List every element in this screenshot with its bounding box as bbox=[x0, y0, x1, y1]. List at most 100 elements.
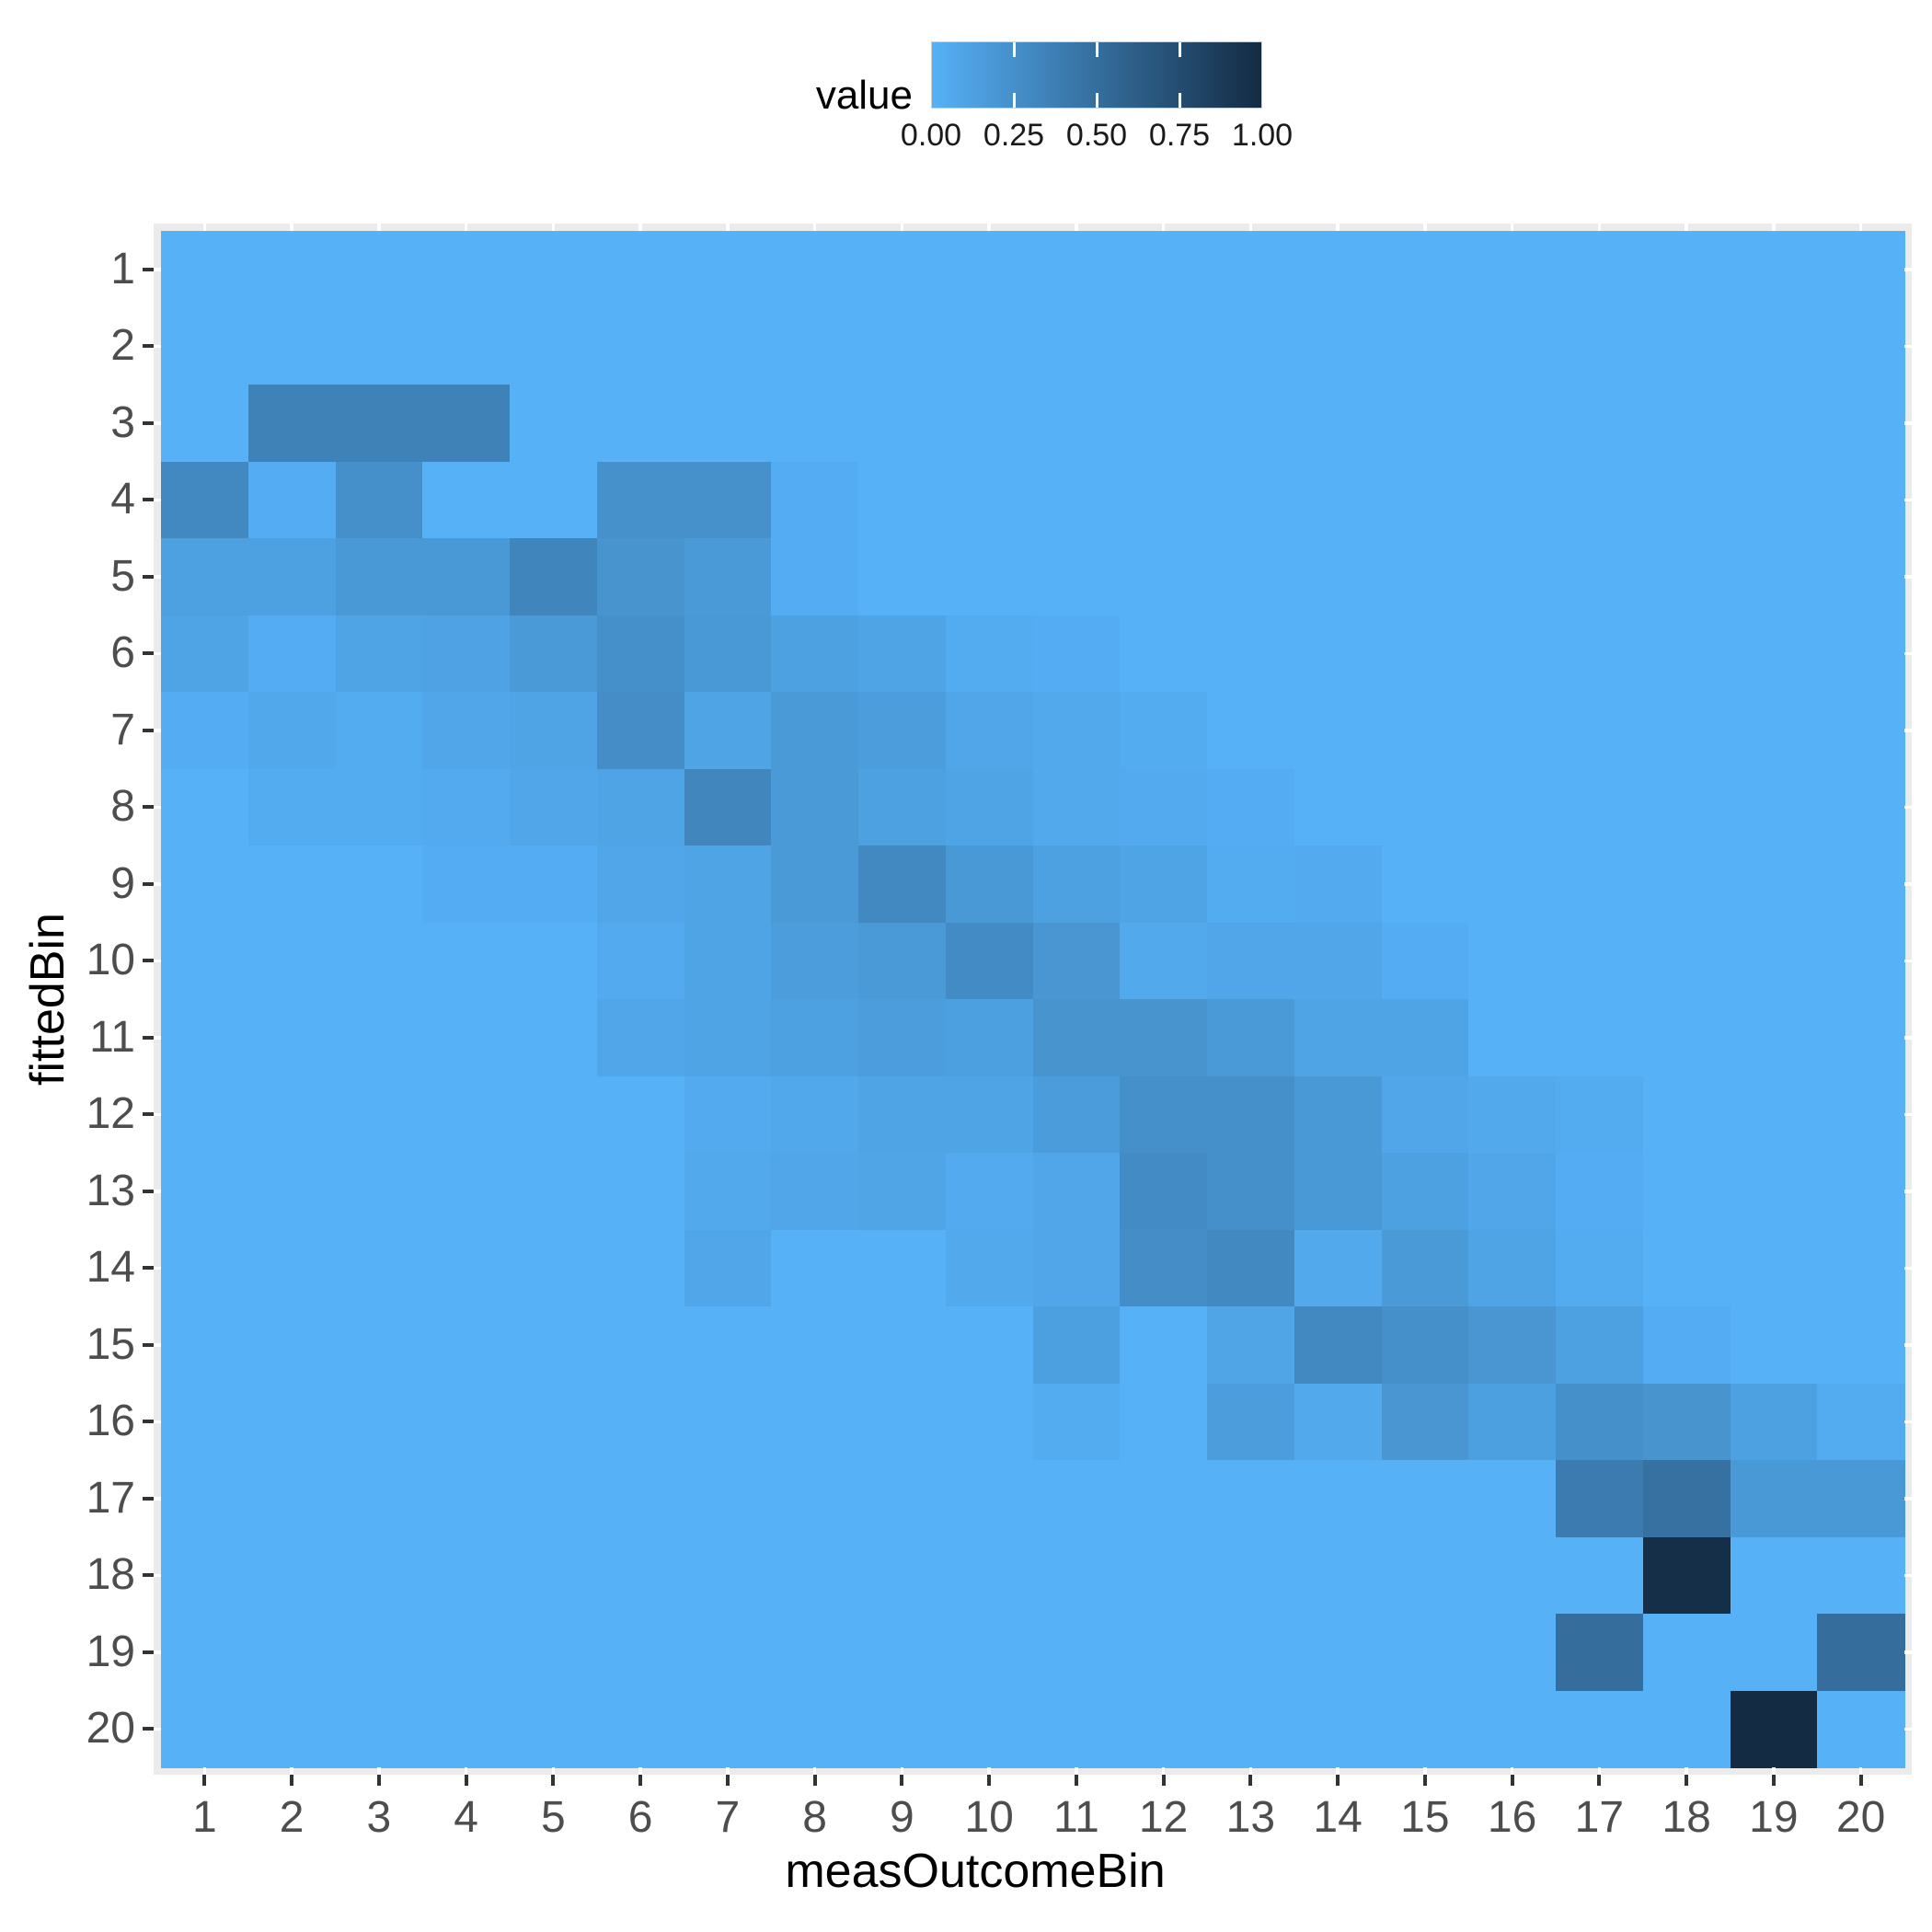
gridline-dash bbox=[1904, 1343, 1912, 1347]
y-tick-label: 4 bbox=[110, 475, 135, 524]
gridline-dash bbox=[290, 224, 293, 231]
gridline-dash bbox=[1904, 1650, 1912, 1654]
gridline-dash bbox=[1510, 224, 1514, 231]
heatmap-cell bbox=[422, 615, 511, 693]
heatmap-cell bbox=[422, 1614, 511, 1692]
heatmap-cell bbox=[335, 922, 423, 1000]
heatmap-cell bbox=[422, 1229, 511, 1307]
heatmap-cell bbox=[1207, 461, 1295, 539]
heatmap-cell bbox=[596, 1383, 685, 1461]
heatmap-cell bbox=[1468, 1075, 1557, 1154]
heatmap-cell bbox=[1032, 1690, 1121, 1768]
y-tick-label: 13 bbox=[86, 1166, 135, 1215]
heatmap-cell bbox=[858, 1306, 947, 1385]
heatmap-cell bbox=[1817, 922, 1905, 1000]
heatmap-cell bbox=[1207, 922, 1295, 1000]
heatmap-cell bbox=[1642, 1460, 1731, 1538]
heatmap-cell bbox=[1642, 231, 1731, 309]
heatmap-cell bbox=[510, 461, 598, 539]
y-tick-label: 9 bbox=[110, 858, 135, 908]
heatmap-cell bbox=[771, 1460, 859, 1538]
heatmap-cell bbox=[1817, 385, 1905, 463]
heatmap-cell bbox=[945, 1306, 1034, 1385]
heatmap-cell bbox=[422, 1075, 511, 1154]
heatmap-cell bbox=[247, 999, 337, 1077]
axis-tick-mark bbox=[1248, 1775, 1253, 1786]
heatmap-cell bbox=[1032, 999, 1121, 1077]
axis-tick-mark bbox=[1422, 1775, 1427, 1786]
heatmap-cell bbox=[945, 461, 1034, 539]
heatmap-cell bbox=[422, 1690, 511, 1768]
gridline-dash bbox=[1904, 729, 1912, 732]
gridline-dash bbox=[154, 268, 161, 271]
heatmap-cell bbox=[858, 307, 947, 385]
axis-tick-mark bbox=[376, 1775, 381, 1786]
y-axis-title: fittedBin bbox=[21, 913, 75, 1086]
legend-tick-mark bbox=[1012, 42, 1016, 57]
gridline-dash bbox=[290, 1767, 293, 1775]
heatmap-cell bbox=[858, 461, 947, 539]
heatmap-cell bbox=[1556, 768, 1644, 846]
heatmap-cell bbox=[1730, 615, 1818, 693]
heatmap-cell bbox=[422, 1536, 511, 1615]
heatmap-cell bbox=[335, 1536, 423, 1615]
heatmap-cell bbox=[945, 1614, 1034, 1692]
gridline-dash bbox=[1904, 421, 1912, 425]
heatmap-cell bbox=[1730, 1460, 1818, 1538]
heatmap-cell bbox=[1817, 461, 1905, 539]
heatmap-cell bbox=[945, 1075, 1034, 1154]
axis-tick-mark bbox=[143, 881, 154, 886]
gridline-dash bbox=[1772, 1767, 1776, 1775]
gridline-dash bbox=[1597, 1767, 1602, 1775]
heatmap-cell bbox=[1032, 922, 1121, 1000]
heatmap-cell bbox=[1556, 385, 1644, 463]
heatmap-cell bbox=[335, 1460, 423, 1538]
y-tick-label: 5 bbox=[110, 551, 135, 601]
axis-tick-mark bbox=[143, 1342, 154, 1347]
axis-tick-mark bbox=[1336, 1775, 1340, 1786]
heatmap-cell bbox=[1381, 538, 1469, 616]
gridline-dash bbox=[1904, 1190, 1912, 1193]
heatmap-cell bbox=[1730, 461, 1818, 539]
heatmap-cell bbox=[1032, 768, 1121, 846]
axis-tick-mark bbox=[812, 1775, 817, 1786]
heatmap-cell bbox=[1468, 845, 1557, 924]
x-tick-label: 19 bbox=[1749, 1793, 1799, 1842]
heatmap-cell bbox=[1294, 1075, 1383, 1154]
y-tick-label: 18 bbox=[86, 1550, 135, 1600]
heatmap-cell bbox=[1381, 231, 1469, 309]
x-tick-label: 1 bbox=[192, 1793, 217, 1842]
heatmap-cell bbox=[1294, 1306, 1383, 1385]
heatmap-cell bbox=[596, 1536, 685, 1615]
heatmap-cell bbox=[1556, 615, 1644, 693]
heatmap-cell bbox=[422, 461, 511, 539]
gridline-dash bbox=[154, 805, 161, 809]
heatmap-cell bbox=[771, 1690, 859, 1768]
gridline-dash bbox=[1904, 344, 1912, 348]
heatmap-cell bbox=[510, 999, 598, 1077]
axis-tick-mark bbox=[987, 1775, 992, 1786]
heatmap-cell bbox=[1556, 845, 1644, 924]
heatmap-cell bbox=[1642, 1229, 1731, 1307]
heatmap-cell bbox=[161, 538, 249, 616]
heatmap-cell bbox=[1294, 1153, 1383, 1231]
heatmap-cell bbox=[161, 1690, 249, 1768]
heatmap-cell bbox=[335, 1153, 423, 1231]
heatmap-cell bbox=[1294, 1460, 1383, 1538]
heatmap-cell bbox=[1207, 1229, 1295, 1307]
gridline-dash bbox=[1685, 224, 1688, 231]
heatmap-cell bbox=[945, 692, 1034, 770]
heatmap-cell bbox=[1556, 1229, 1644, 1307]
gridline-dash bbox=[464, 1767, 468, 1775]
heatmap-cell bbox=[1294, 1614, 1383, 1692]
axis-tick-mark bbox=[143, 1112, 154, 1117]
gridline-dash bbox=[900, 1767, 904, 1775]
x-tick-label: 13 bbox=[1225, 1793, 1276, 1842]
heatmap-cell bbox=[1294, 307, 1383, 385]
heatmap-cell bbox=[161, 1614, 249, 1692]
heatmap-cell bbox=[1468, 922, 1557, 1000]
heatmap-cell bbox=[1207, 692, 1295, 770]
heatmap-cell bbox=[1817, 538, 1905, 616]
heatmap-cell bbox=[858, 231, 947, 309]
heatmap-cell bbox=[247, 307, 337, 385]
